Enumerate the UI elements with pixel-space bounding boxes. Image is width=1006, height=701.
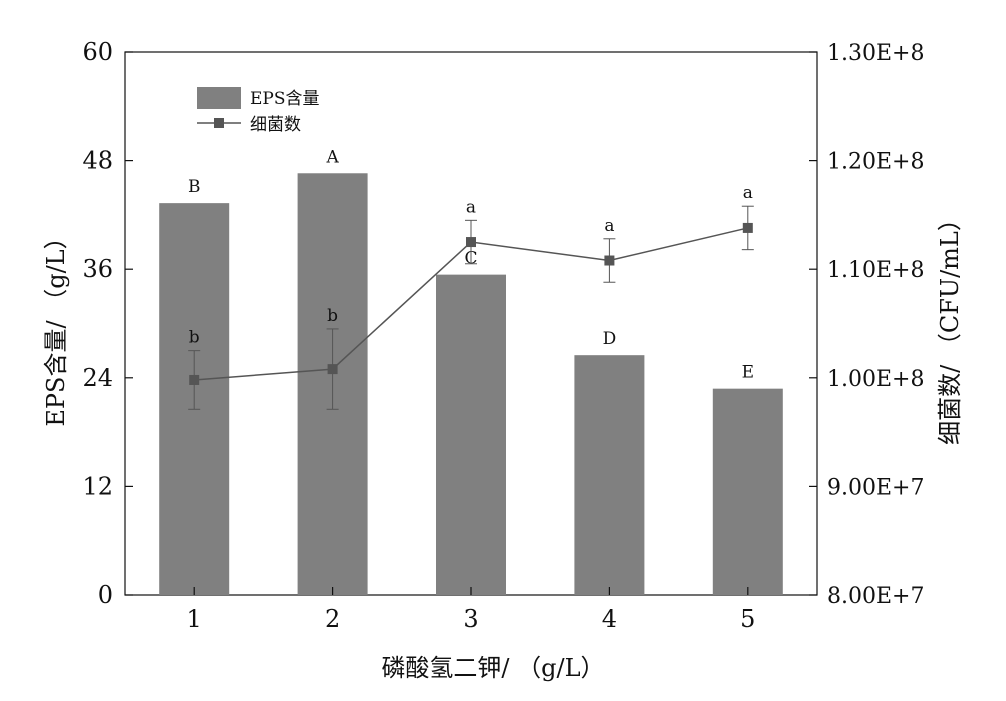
legend-marker-swatch	[214, 118, 224, 128]
x-tick-label-0: 1	[187, 605, 202, 633]
y-tick-label-0: 0	[98, 581, 113, 609]
y-axis-title-right: 细菌数/ （CFU/mL）	[936, 207, 964, 445]
bar-label-5: E	[742, 363, 754, 383]
bar-label-1: B	[188, 177, 201, 197]
bar-group	[159, 173, 783, 595]
y-tick-label-1: 12	[82, 472, 113, 500]
line-point-5	[742, 222, 753, 233]
legend-entry-eps: EPS含量	[250, 89, 320, 109]
y-axis-title-left: EPS含量/ （g/L）	[42, 225, 70, 426]
line-point-3	[466, 237, 476, 248]
y-tick-label-4: 48	[82, 147, 113, 175]
y-tick-label-3: 36	[82, 255, 113, 283]
bar-label-2: A	[325, 147, 339, 167]
line-label-1: b	[189, 328, 200, 348]
y2-tick-label-3: 1.10E+8	[827, 258, 924, 283]
x-axis-title: 磷酸氢二钾/ （g/L）	[381, 654, 604, 682]
y2-tick-label-1: 9.00E+7	[827, 475, 924, 500]
bar-label-4: D	[603, 329, 617, 349]
line-group	[188, 205, 754, 410]
legend: EPS含量 细菌数	[197, 87, 320, 135]
legend-bar-swatch	[197, 87, 241, 109]
x-tick-label-3: 4	[602, 605, 617, 633]
line-label-3: a	[466, 197, 476, 217]
line-point-1	[189, 374, 200, 385]
bar-3	[436, 274, 506, 595]
y-tick-label-2: 24	[82, 364, 113, 392]
line-point-2	[327, 364, 338, 375]
bar-5	[712, 388, 783, 595]
line-point-4	[604, 255, 615, 266]
x-tick-label-2: 3	[463, 605, 478, 633]
line-label-4: a	[604, 216, 614, 236]
y2-tick-label-0: 8.00E+7	[827, 584, 924, 609]
y2-tick-label-2: 1.00E+8	[827, 367, 924, 392]
line-label-group: b b a a a	[189, 183, 753, 347]
x-tick-label-4: 5	[740, 605, 755, 633]
legend-entry-bacteria: 细菌数	[250, 115, 301, 135]
line-label-5: a	[743, 183, 753, 203]
bar-4	[574, 355, 645, 595]
x-tick-label-1: 2	[325, 605, 340, 633]
tick-group: 012243648608.00E+79.00E+71.00E+81.10E+81…	[82, 38, 924, 633]
y-tick-label-5: 60	[82, 38, 113, 66]
line-label-2: b	[327, 306, 338, 326]
y2-tick-label-5: 1.30E+8	[827, 41, 924, 66]
y2-tick-label-4: 1.20E+8	[827, 150, 924, 175]
